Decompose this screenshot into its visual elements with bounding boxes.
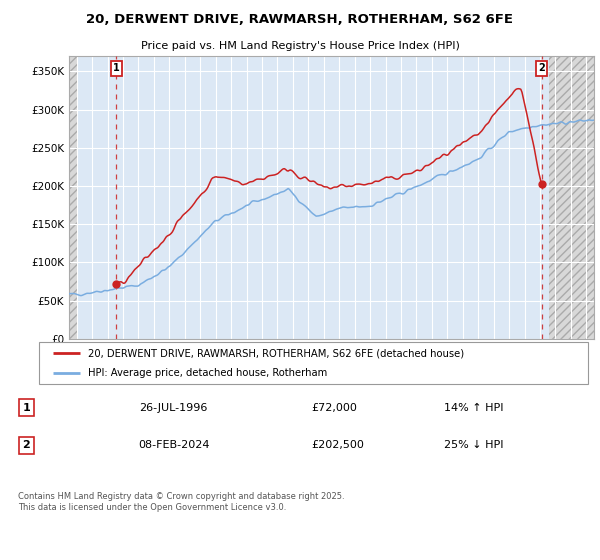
Text: 25% ↓ HPI: 25% ↓ HPI [444,440,503,450]
Text: 26-JUL-1996: 26-JUL-1996 [139,403,207,413]
Text: Contains HM Land Registry data © Crown copyright and database right 2025.
This d: Contains HM Land Registry data © Crown c… [18,492,344,512]
Text: 2: 2 [23,440,30,450]
Text: 14% ↑ HPI: 14% ↑ HPI [444,403,503,413]
Bar [549,56,594,339]
Text: HPI: Average price, detached house, Rotherham: HPI: Average price, detached house, Roth… [88,368,328,378]
Text: 20, DERWENT DRIVE, RAWMARSH, ROTHERHAM, S62 6FE: 20, DERWENT DRIVE, RAWMARSH, ROTHERHAM, … [86,13,514,26]
Text: £72,000: £72,000 [311,403,358,413]
Text: 2: 2 [538,63,545,73]
Text: Price paid vs. HM Land Registry's House Price Index (HPI): Price paid vs. HM Land Registry's House … [140,41,460,52]
Bar [69,56,77,339]
Text: £202,500: £202,500 [311,440,364,450]
Text: 20, DERWENT DRIVE, RAWMARSH, ROTHERHAM, S62 6FE (detached house): 20, DERWENT DRIVE, RAWMARSH, ROTHERHAM, … [88,348,464,358]
Text: 08-FEB-2024: 08-FEB-2024 [139,440,210,450]
Text: 1: 1 [23,403,30,413]
Text: 1: 1 [113,63,120,73]
